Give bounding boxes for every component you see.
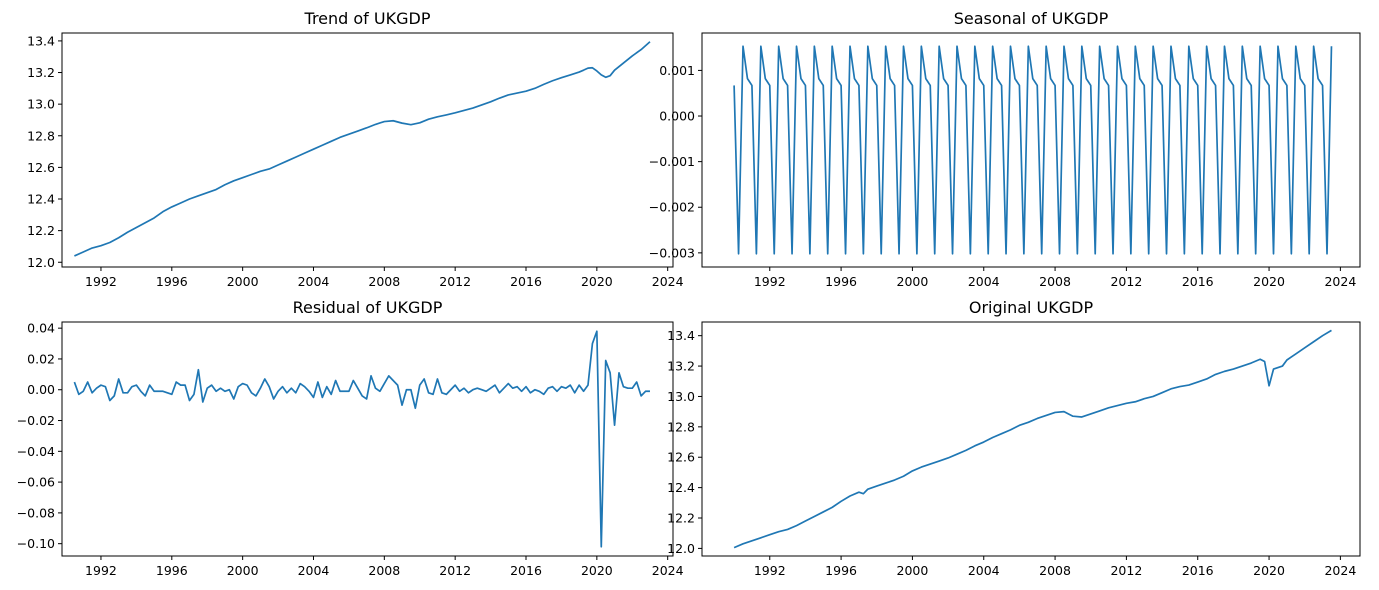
seasonal-x-tick-label: 2000 [897,274,929,289]
residual-x-tick-label: 2000 [227,563,259,578]
trend-y-tick-label: 13.4 [27,33,55,48]
trend-x-tick-label: 1992 [85,274,117,289]
trend-y-tick-label: 13.2 [27,65,55,80]
trend-y-tick-label: 12.2 [27,223,55,238]
seasonal-subplot: Seasonal of UKGDP 1992 1996 2000 2004 2008 20… [649,9,1361,289]
seasonal-x-tick-label: 2012 [1110,274,1142,289]
residual-y-tick-label: 0.04 [27,321,55,336]
original-series-line [733,329,1332,549]
original-x-tick-label: 1996 [825,563,857,578]
seasonal-x-tick-label: 2020 [1253,274,1285,289]
original-y-tick-label: 12.6 [667,450,695,465]
trend-x-tick-label: 2024 [652,274,684,289]
residual-axes-frame [61,321,674,557]
trend-series-line [74,41,651,257]
trend-axes-frame [61,32,674,268]
trend-y-tick-label: 12.8 [27,128,55,143]
seasonal-y-tick-label: −0.002 [649,200,695,215]
residual-x-tick-label: 1992 [85,563,117,578]
trend-y-tick-label: 13.0 [27,97,55,112]
original-axes-frame [701,321,1361,557]
residual-x-tick-label: 2012 [439,563,471,578]
original-x-tick-label: 2004 [968,563,1000,578]
residual-y-tick-label: 0.02 [27,351,55,366]
original-x-tick-label: 2016 [1182,563,1214,578]
residual-x-tick-label: 1996 [156,563,188,578]
trend-x-tick-label: 2012 [439,274,471,289]
original-x-tick-label: 1992 [754,563,786,578]
original-subplot: Original UKGDP 1992 1996 2000 2004 2008 2012 2… [667,298,1361,578]
original-x-tick-label: 2024 [1324,563,1356,578]
trend-x-tick-label: 2000 [227,274,259,289]
seasonal-subplot-title: Seasonal of UKGDP [954,9,1109,28]
residual-y-tick-label: −0.02 [17,413,55,428]
trend-subplot: Trend of UKGDP 1992 1996 2000 2004 2008 2012 2… [27,9,683,289]
original-y-tick-label: 12.2 [667,511,695,526]
residual-subplot: Residual of UKGDP 1992 1996 2000 2004 2008 20… [17,298,684,578]
residual-subplot-title: Residual of UKGDP [293,298,443,317]
original-subplot-title: Original UKGDP [969,298,1094,317]
trend-x-tick-label: 2020 [581,274,613,289]
original-x-tick-label: 2008 [1039,563,1071,578]
residual-x-tick-label: 2008 [368,563,400,578]
seasonal-series-line [733,45,1333,255]
seasonal-y-tick-label: 0.000 [659,109,695,124]
trend-x-tick-label: 2016 [510,274,542,289]
seasonal-x-tick-label: 1996 [825,274,857,289]
seasonal-x-tick-label: 1992 [754,274,786,289]
original-y-tick-label: 13.2 [667,359,695,374]
original-y-tick-label: 12.4 [667,480,695,495]
original-x-tick-label: 2020 [1253,563,1285,578]
residual-y-tick-label: −0.10 [17,536,55,551]
seasonal-axes-frame [701,32,1361,268]
original-x-tick-label: 2012 [1110,563,1142,578]
residual-x-tick-label: 2004 [298,563,330,578]
residual-y-tick-label: −0.04 [17,444,55,459]
residual-y-tick-label: 0.00 [27,382,55,397]
trend-subplot-title: Trend of UKGDP [304,9,431,28]
residual-x-tick-label: 2020 [581,563,613,578]
trend-x-tick-label: 2008 [368,274,400,289]
seasonal-x-tick-label: 2008 [1039,274,1071,289]
seasonal-x-tick-label: 2016 [1182,274,1214,289]
seasonal-x-tick-label: 2004 [968,274,1000,289]
seasonal-y-tick-label: −0.003 [649,245,695,260]
residual-x-tick-label: 2016 [510,563,542,578]
seasonal-y-tick-label: −0.001 [649,154,695,169]
residual-series-line [73,330,650,548]
seasonal-y-tick-label: 0.001 [659,63,695,78]
seasonal-x-tick-label: 2024 [1324,274,1356,289]
residual-y-tick-label: −0.08 [17,505,55,520]
residual-x-tick-label: 2024 [652,563,684,578]
trend-y-tick-label: 12.0 [27,255,55,270]
residual-y-tick-label: −0.06 [17,475,55,490]
trend-y-tick-label: 12.6 [27,160,55,175]
original-x-tick-label: 2000 [897,563,929,578]
original-y-tick-label: 13.0 [667,389,695,404]
original-y-tick-label: 13.4 [667,328,695,343]
trend-x-tick-label: 1996 [156,274,188,289]
trend-x-tick-label: 2004 [298,274,330,289]
trend-y-tick-label: 12.4 [27,192,55,207]
original-y-tick-label: 12.8 [667,419,695,434]
original-y-tick-label: 12.0 [667,541,695,556]
